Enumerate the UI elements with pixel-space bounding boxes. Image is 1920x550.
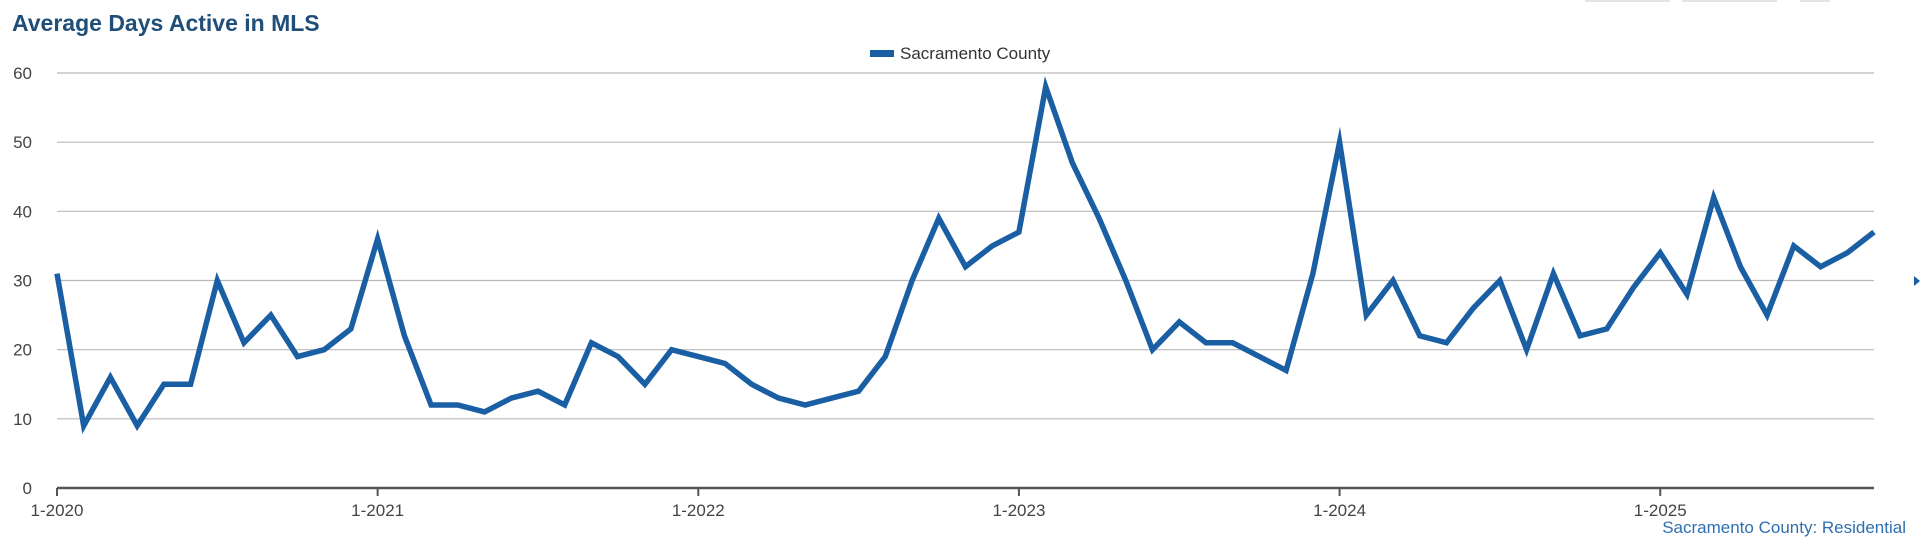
grid-lines: [57, 72, 1874, 420]
chart-title: Average Days Active in MLS: [12, 10, 320, 36]
y-tick-label: 30: [13, 272, 32, 291]
x-tick-label: 1-2021: [351, 501, 404, 520]
x-tick-label: 1-2023: [992, 501, 1045, 520]
x-tick-label: 1-2022: [672, 501, 725, 520]
legend-label: Sacramento County: [900, 44, 1051, 63]
chart-footnote: Sacramento County: Residential: [1662, 518, 1906, 537]
y-tick-label: 60: [13, 64, 32, 83]
series-line: [54, 76, 1876, 434]
y-tick-label: 20: [13, 341, 32, 360]
axes: [56, 486, 1874, 496]
tick-labels: 0 10 20 30 40 50 60 1-2020 1-2021 1-2022 1-2023 1-2…: [13, 64, 1687, 520]
series-layer: [54, 76, 1876, 434]
top-tab-2: [1682, 0, 1777, 2]
legend-swatch: [870, 50, 894, 57]
top-tab-3: [1800, 0, 1830, 2]
y-tick-label: 0: [23, 479, 32, 498]
y-tick-label: 40: [13, 202, 32, 221]
y-tick-label: 50: [13, 133, 32, 152]
x-tick-label: 1-2024: [1313, 501, 1366, 520]
scroll-right-arrow-icon[interactable]: [1914, 276, 1920, 286]
x-tick-label: 1-2020: [31, 501, 84, 520]
top-tab-1: [1585, 0, 1670, 2]
legend[interactable]: Sacramento County: [870, 44, 1051, 63]
x-tick-label: 1-2025: [1634, 501, 1687, 520]
y-tick-label: 10: [13, 410, 32, 429]
